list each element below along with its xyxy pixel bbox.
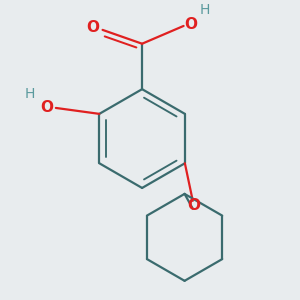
Text: O: O [40, 100, 53, 116]
Text: O: O [187, 198, 200, 213]
Text: H: H [25, 87, 35, 101]
Text: O: O [86, 20, 99, 35]
Text: O: O [184, 17, 197, 32]
Text: H: H [199, 3, 209, 17]
